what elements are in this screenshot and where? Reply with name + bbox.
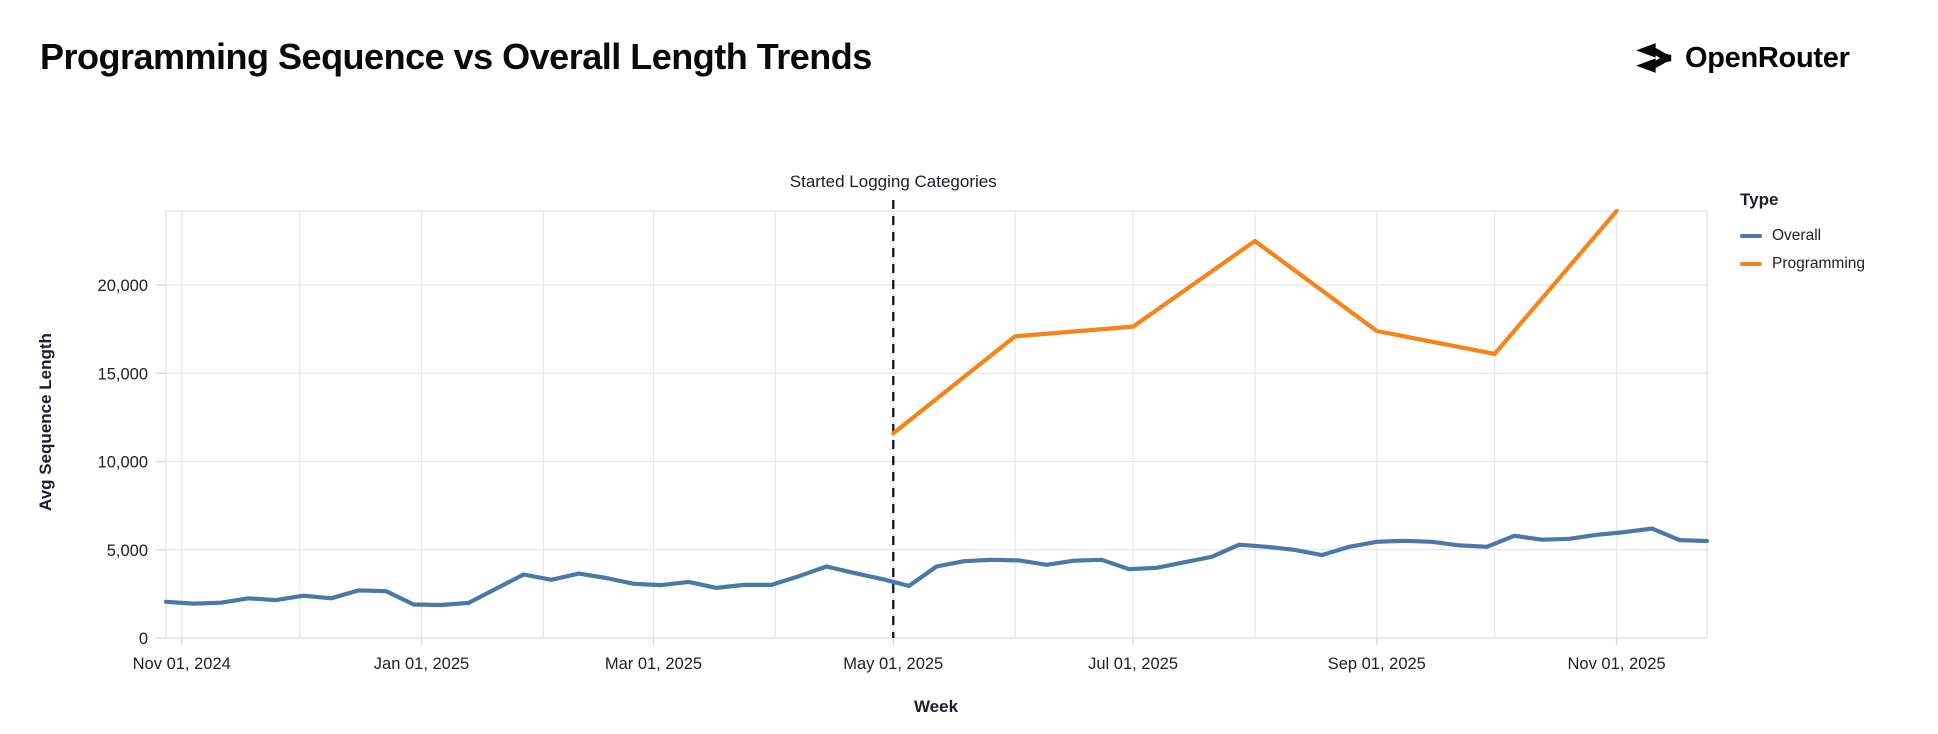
plot-border — [165, 210, 1708, 639]
legend-title: Type — [1740, 190, 1779, 209]
y-tick-label: 15,000 — [98, 365, 148, 383]
legend-item-overall: Overall — [1740, 227, 1865, 245]
gridlines — [166, 211, 1707, 639]
x-tick-label: Jul 01, 2025 — [1088, 655, 1178, 673]
series-line-overall — [163, 526, 1710, 608]
legend-items: Overall Programming — [1740, 227, 1865, 273]
y-tick-label: 5,000 — [107, 542, 148, 560]
legend-swatch-icon — [1740, 234, 1762, 238]
y-axis-title: Avg Sequence Length — [36, 333, 55, 511]
x-tick-label: Mar 01, 2025 — [605, 655, 702, 673]
legend-item-programming: Programming — [1740, 255, 1865, 273]
legend-item-label: Overall — [1772, 227, 1822, 244]
y-tick-label: 0 — [139, 630, 148, 648]
legend: Type Overall Programming — [1740, 190, 1865, 283]
y-tick-label: 10,000 — [98, 454, 148, 472]
openrouter-arrows-icon — [1636, 43, 1672, 73]
x-axis-title: Week — [913, 697, 959, 716]
x-tick-label: Nov 01, 2025 — [1568, 655, 1666, 673]
x-tick-label: Nov 01, 2024 — [133, 655, 231, 673]
x-tick-label: May 01, 2025 — [843, 655, 943, 673]
legend-item-label: Programming — [1772, 255, 1866, 272]
x-tick-label: Sep 01, 2025 — [1328, 655, 1426, 673]
x-tick-label: Jan 01, 2025 — [374, 655, 469, 673]
openrouter-logo-text: OpenRouter — [1685, 41, 1850, 74]
legend-swatch-icon — [1740, 262, 1762, 266]
openrouter-logo: OpenRouter — [1626, 36, 1850, 80]
annotation-label: Started Logging Categories — [789, 172, 997, 191]
series-line-programming — [891, 208, 1619, 436]
axis-ticks: Nov 01, 2024 Jan 01, 2025 Mar 01, 2025 May … — [98, 277, 1666, 673]
y-tick-label: 20,000 — [98, 277, 148, 295]
page-title: Programming Sequence vs Overall Length T… — [40, 36, 872, 77]
